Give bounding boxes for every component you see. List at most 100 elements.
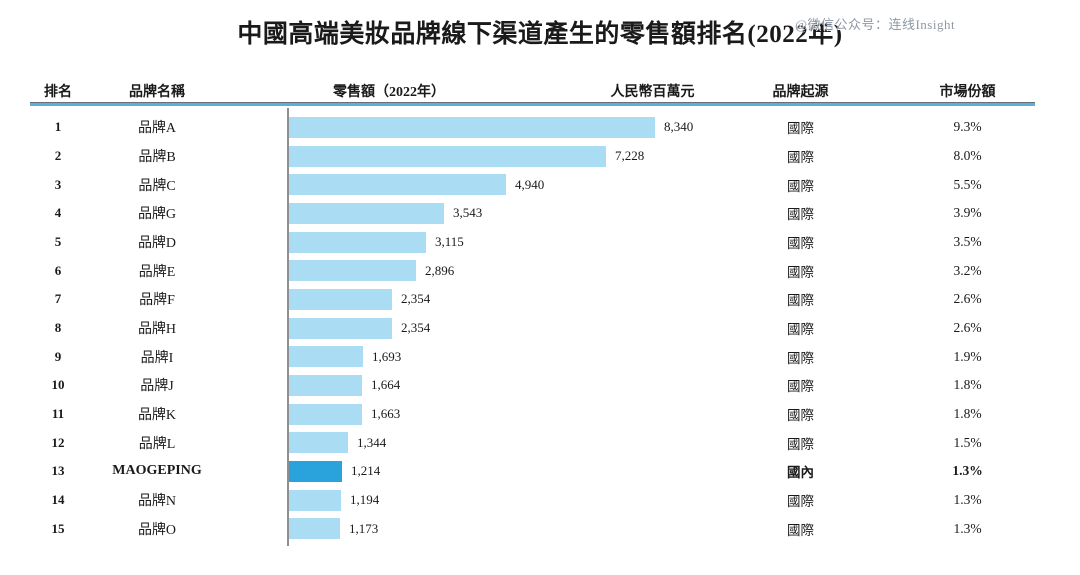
- value-label: 1,194: [350, 491, 380, 507]
- origin-cell: 國際: [787, 121, 814, 137]
- column-header-retail: 零售額（2022年）: [333, 85, 445, 100]
- retail-value-bar: [289, 174, 506, 196]
- table-row: 8 品牌H 2,354 國際 2.6%: [0, 314, 1080, 343]
- rank-cell: 7: [54, 291, 62, 307]
- table-row: 12 品牌L 1,344 國際 1.5%: [0, 428, 1080, 457]
- brand-name-cell: 品牌E: [138, 264, 176, 280]
- brand-name-cell: 品牌G: [137, 207, 177, 223]
- table-row: 14 品牌N 1,194 國際 1.3%: [0, 486, 1080, 515]
- brand-name-cell: 品牌L: [138, 436, 176, 452]
- value-label: 2,354: [401, 291, 431, 307]
- table-row: 13 MAOGEPING 1,214 國內 1.3%: [0, 457, 1080, 486]
- table-row: 5 品牌D 3,115 國際 3.5%: [0, 228, 1080, 257]
- table-row: 10 品牌J 1,664 國際 1.8%: [0, 371, 1080, 400]
- retail-value-bar: [289, 374, 362, 396]
- rank-cell: 6: [54, 262, 62, 278]
- brand-name-cell: 品牌D: [137, 235, 177, 251]
- share-cell: 1.9%: [953, 348, 982, 364]
- brand-name-cell: 品牌O: [137, 522, 177, 538]
- rank-cell: 5: [54, 233, 62, 249]
- brand-name-cell: 品牌N: [137, 493, 177, 509]
- header-divider-rule: [30, 102, 1035, 106]
- retail-value-bar: [289, 403, 362, 425]
- rank-cell: 8: [54, 319, 62, 335]
- table-row: 11 品牌K 1,663 國際 1.8%: [0, 400, 1080, 429]
- share-cell: 3.5%: [953, 233, 982, 249]
- rank-cell: 9: [54, 348, 62, 364]
- table-row: 1 品牌A 8,340 國際 9.3%: [0, 113, 1080, 142]
- share-cell: 1.8%: [953, 377, 982, 393]
- share-cell: 2.6%: [953, 291, 982, 307]
- value-label: 1,693: [372, 348, 402, 364]
- share-cell: 2.6%: [953, 319, 982, 335]
- retail-value-bar: [289, 317, 392, 339]
- brand-name-cell: MAOGEPING: [112, 463, 202, 479]
- rank-cell: 3: [54, 176, 62, 192]
- retail-value-bar: [289, 518, 340, 540]
- origin-cell: 國內: [787, 465, 814, 481]
- table-row: 2 品牌B 7,228 國際 8.0%: [0, 142, 1080, 171]
- column-header-share: 市場份額: [939, 85, 996, 100]
- brand-name-cell: 品牌A: [137, 121, 177, 137]
- value-label: 8,340: [664, 119, 694, 135]
- value-label: 1,664: [371, 377, 401, 393]
- page-title: 中國高端美妝品牌線下渠道產生的零售額排名(2022年): [237, 21, 843, 48]
- share-cell: 3.2%: [953, 262, 982, 278]
- origin-cell: 國際: [787, 350, 814, 366]
- retail-value-bar: [289, 202, 444, 224]
- table-row: 3 品牌C 4,940 國際 5.5%: [0, 170, 1080, 199]
- share-cell: 9.3%: [953, 119, 982, 135]
- rank-cell: 4: [54, 205, 62, 221]
- value-label: 2,896: [425, 262, 455, 278]
- share-cell: 1.8%: [953, 405, 982, 421]
- origin-cell: 國際: [787, 293, 814, 309]
- table-row: 15 品牌O 1,173 國際 1.3%: [0, 514, 1080, 543]
- table-row: 7 品牌F 2,354 國際 2.6%: [0, 285, 1080, 314]
- value-label: 1,214: [351, 463, 381, 479]
- value-label: 1,173: [349, 520, 379, 536]
- origin-cell: 國際: [787, 407, 814, 423]
- origin-cell: 國際: [787, 436, 814, 452]
- origin-cell: 國際: [787, 264, 814, 280]
- rank-cell: 12: [51, 434, 65, 450]
- origin-cell: 國際: [787, 149, 814, 165]
- value-label: 7,228: [615, 147, 645, 163]
- value-label: 3,543: [453, 205, 483, 221]
- retail-value-bar: [289, 432, 348, 454]
- origin-cell: 國際: [787, 522, 814, 538]
- rank-cell: 13: [51, 463, 65, 479]
- retail-value-bar: [289, 460, 342, 482]
- origin-cell: 國際: [787, 207, 814, 223]
- brand-name-cell: 品牌J: [140, 379, 174, 395]
- origin-cell: 國際: [787, 235, 814, 251]
- value-label: 4,940: [515, 176, 545, 192]
- table-row: 4 品牌G 3,543 國際 3.9%: [0, 199, 1080, 228]
- share-cell: 5.5%: [953, 176, 982, 192]
- retail-value-bar: [289, 260, 416, 282]
- brand-name-cell: 品牌C: [138, 178, 176, 194]
- share-cell: 1.5%: [953, 434, 982, 450]
- rank-cell: 10: [51, 377, 65, 393]
- watermark-text: @微信公众号：连线Insight: [795, 17, 956, 32]
- retail-value-bar: [289, 489, 341, 511]
- value-label: 1,663: [371, 405, 401, 421]
- origin-cell: 國際: [787, 178, 814, 194]
- column-header-rank: 排名: [44, 85, 72, 100]
- share-cell: 8.0%: [953, 147, 982, 163]
- column-header-origin: 品牌起源: [772, 85, 829, 100]
- retail-value-bar: [289, 231, 426, 253]
- retail-value-bar: [289, 288, 392, 310]
- share-cell: 3.9%: [953, 205, 982, 221]
- rank-cell: 2: [54, 147, 62, 163]
- table-row: 6 品牌E 2,896 國際 3.2%: [0, 256, 1080, 285]
- column-header-brand: 品牌名稱: [129, 85, 185, 100]
- column-header-unit: 人民幣百萬元: [610, 85, 695, 100]
- table-header-row: 排名 品牌名稱 零售額（2022年） 人民幣百萬元 品牌起源 市場份額: [0, 81, 1080, 101]
- retail-value-bar: [289, 117, 655, 138]
- retail-value-bar: [289, 346, 363, 368]
- brand-name-cell: 品牌F: [139, 293, 175, 309]
- origin-cell: 國際: [787, 379, 814, 395]
- brand-name-cell: 品牌B: [138, 149, 176, 165]
- retail-value-bar: [289, 145, 606, 167]
